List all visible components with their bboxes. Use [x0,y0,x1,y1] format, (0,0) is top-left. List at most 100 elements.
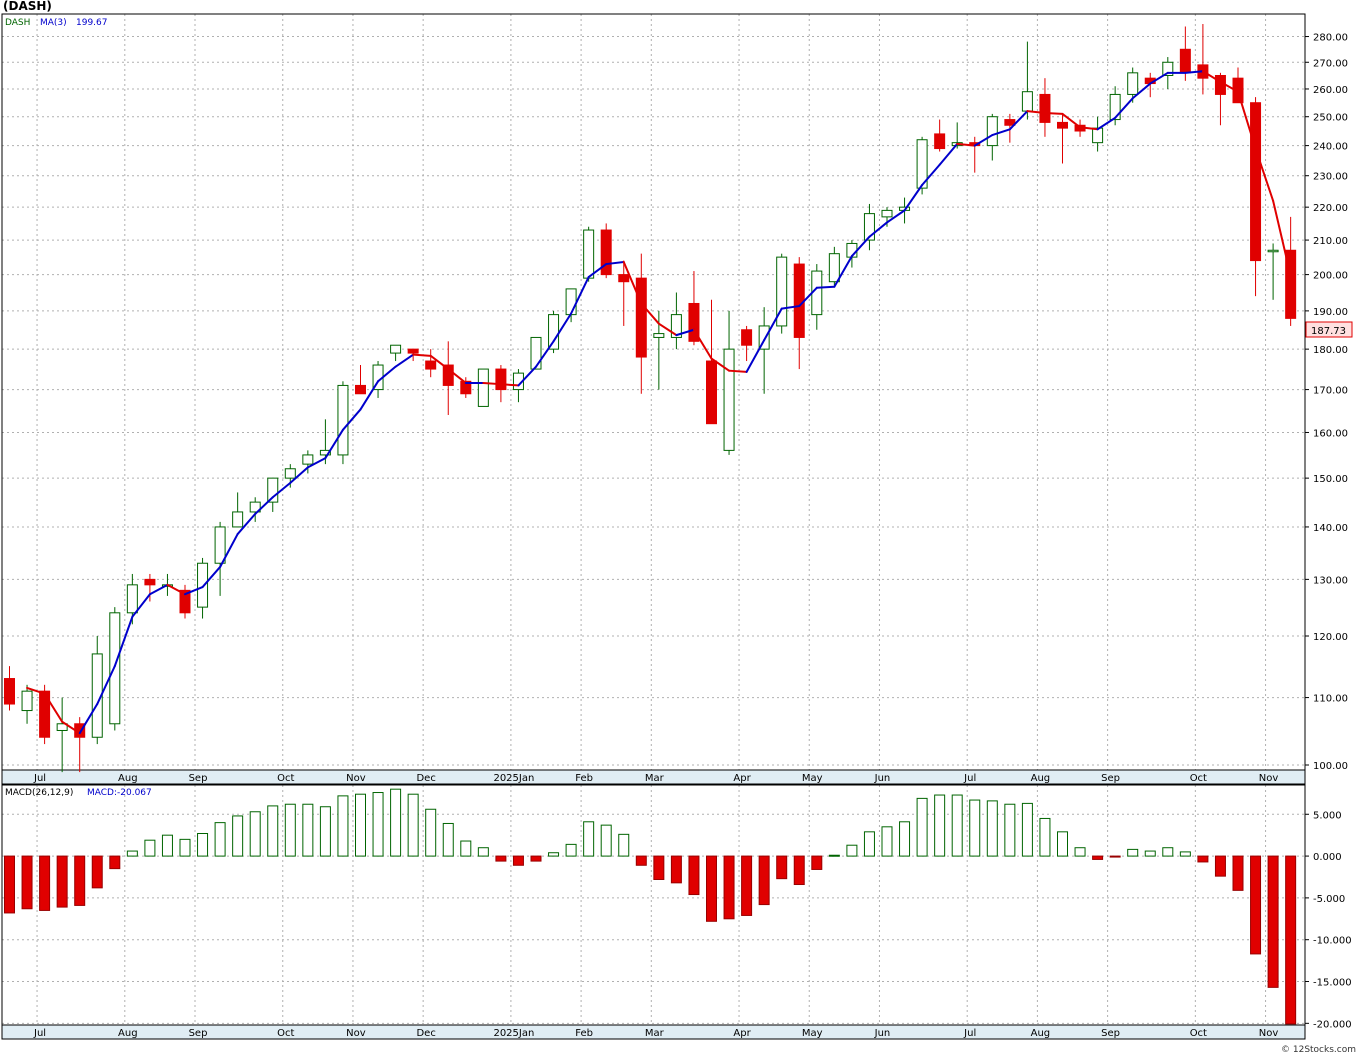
price-x-tick-label: Oct [277,773,294,784]
moving-average-line [26,70,1292,735]
ma-segment [1131,82,1152,100]
price-x-tick-label: May [802,773,823,784]
ma-segment [833,255,853,288]
macd-bar-positive [372,792,384,857]
macd-bar-negative [74,855,86,906]
ma-segment [570,276,590,315]
ma-segment [868,221,888,238]
candle-up [776,256,788,327]
candle-down [1232,77,1244,104]
macd-bar-positive [425,808,437,857]
macd-bar-negative [741,855,753,916]
candle-down [495,368,507,391]
ma-segment [1043,112,1064,115]
candle-up [302,454,314,465]
ma-segment [956,142,976,147]
ma-segment [780,305,801,310]
grid-lines [2,14,1305,1025]
macd-bar-positive [1057,831,1068,857]
macd-histogram [4,788,1297,1025]
macd-bar-positive [1127,848,1139,857]
ma-segment [447,368,467,384]
macd-x-tick-label: 2025Jan [493,1028,534,1039]
macd-bar-positive [1162,847,1174,857]
ma-segment [991,128,1011,137]
macd-bar-negative [1285,855,1297,1025]
macd-bar-negative [670,855,682,884]
macd-bar-positive [214,822,226,857]
macd-x-tick-label: May [802,1028,823,1039]
ma-segment [657,322,678,337]
macd-x-tick-label: Sep [189,1028,208,1039]
candle-down [179,589,191,614]
macd-bar-positive [969,799,981,857]
candle-down [934,133,946,150]
candle-up [1092,127,1104,144]
macd-bar-positive [828,854,840,857]
ma-segment [61,720,81,735]
ma-segment [271,481,292,499]
price-x-tick-label: Mar [645,773,665,784]
macd-bar-positive [986,800,998,857]
macd-bar-negative [723,855,735,920]
macd-panel-frame [1,784,1306,1040]
candle-up [249,501,261,513]
price-y-tick-label: 120.00 [1313,632,1348,643]
ma-segment [710,357,731,372]
credit-text: © 12Stocks.com [1281,1045,1356,1055]
macd-bar-negative [530,855,542,862]
macd-bar-negative [793,855,805,886]
ma-segment [324,428,344,460]
macd-bar-positive [355,793,366,857]
price-y-tick-label: 160.00 [1313,428,1348,439]
macd-bar-negative [1232,855,1244,891]
ma-segment [745,339,766,373]
ma-segment [96,665,116,706]
price-y-tick-label: 150.00 [1313,474,1348,485]
price-y-tick-label: 100.00 [1313,761,1348,772]
ma-segment [903,184,924,212]
macd-x-tick-label: Oct [277,1028,294,1039]
ma-segment [359,380,380,411]
macd-bar-positive [1074,847,1086,857]
y-axis-labels: 100.00 110.00 120.00 130.00 140.00 150.00 160.… [1305,33,1352,1030]
candle-up [390,344,402,354]
candle-down [1285,249,1297,319]
ma-segment [692,328,713,360]
ma-segment [973,134,994,147]
macd-x-tick-label: Feb [575,1028,593,1039]
price-x-tick-label: 2025Jan [493,773,534,784]
chart-title: (DASH) [3,0,52,13]
candle-up [565,288,577,316]
ma-segment [289,466,309,484]
macd-x-tick-label: Aug [118,1028,138,1039]
ma-segment [1237,90,1257,150]
candle-down [706,360,717,425]
ma-segment [763,307,783,342]
price-y-tick-label: 220.00 [1313,203,1348,214]
candle-down [1057,121,1068,129]
macd-bar-positive [390,788,402,857]
candle-up [284,468,296,479]
macd-bar-positive [863,831,875,857]
candle-down [1039,93,1051,123]
candle-up [232,511,244,528]
price-y-tick-label: 110.00 [1313,694,1348,705]
ma-segment [1219,80,1239,93]
ma-segment [1026,110,1046,115]
legend-ma-value: 199.67 [76,18,108,28]
macd-bar-negative [653,855,665,880]
price-y-tick-label: 240.00 [1313,142,1348,153]
macd-bar-positive [1004,803,1016,857]
macd-bar-negative [1267,855,1279,988]
macd-bar-negative [512,855,524,866]
x-axis-labels: Jul Jul Aug Aug Sep Sep Oct Oct Nov Nov Dec Dec 2025… [33,773,1278,1039]
macd-bar-negative [1197,855,1209,863]
macd-bar-positive [460,840,472,857]
ma-segment [499,383,520,387]
macd-bar-positive [442,822,454,857]
price-x-tick-label: Nov [346,773,366,784]
legend-ma-label: MA(3) [40,18,67,28]
